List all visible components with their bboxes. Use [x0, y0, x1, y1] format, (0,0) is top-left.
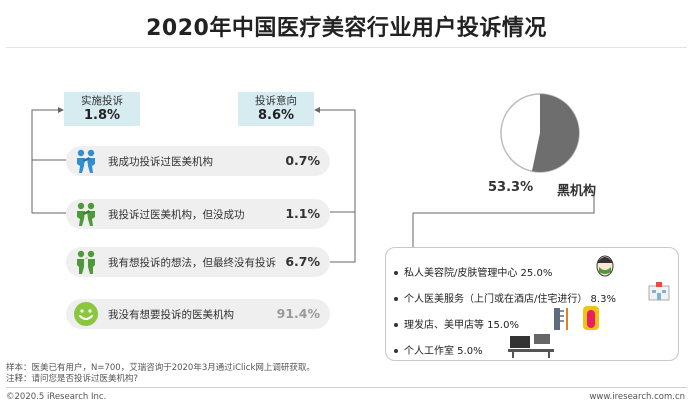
fighting-people-green-icon — [77, 202, 95, 226]
arguing-people-green-icon — [77, 250, 95, 274]
black-institution-breakdown-panel: 私人美容院/皮肤管理中心 25.0% 个人医美服务（上门或在酒店/住宅进行） 8… — [385, 247, 679, 361]
bullet-dot — [394, 323, 398, 327]
pie-value: 53.3% — [488, 180, 534, 195]
bullet-dot — [394, 271, 398, 275]
row-value: 91.4% — [276, 306, 320, 321]
intention-label: 投诉意向 — [255, 95, 297, 107]
bullet-dot — [394, 297, 398, 301]
title-divider — [6, 47, 687, 48]
studio-desk-icon — [508, 334, 554, 358]
clinic-building-icon — [648, 282, 670, 301]
row-failed-complaint: 我投诉过医美机构，但没成功 1.1% — [66, 199, 330, 229]
footnote-sample: 样本：医美已有用户，N=700，艾瑞咨询于2020年3月通过iClick网上调研… — [6, 363, 315, 373]
implemented-value: 1.8% — [83, 108, 121, 123]
intention-value: 8.6% — [257, 108, 295, 123]
breakdown-text: 个人医美服务（上门或在酒店/住宅进行） 8.3% — [404, 294, 616, 305]
breakdown-text: 理发店、美甲店等 15.0% — [404, 320, 519, 331]
footnote-remark: 注释：请问您是否投诉过医美机构? — [6, 374, 139, 384]
row-label: 我成功投诉过医美机构 — [108, 156, 213, 168]
implemented-label: 实施投诉 — [81, 95, 123, 107]
intention-complaint-box: 投诉意向 8.6% — [238, 92, 314, 126]
row-label: 我有想投诉的想法，但最终没有投诉 — [108, 257, 276, 269]
copyright: ©2020.5 iResearch Inc. — [6, 392, 107, 402]
footer-divider — [6, 387, 687, 388]
row-no-complaint: 我没有想要投诉的医美机构 91.4% — [66, 299, 330, 329]
bullet-dot — [394, 349, 398, 353]
smiley-face-icon — [74, 302, 98, 326]
row-intended-complaint: 我有想投诉的想法，但最终没有投诉 6.7% — [66, 247, 330, 277]
face-mask-beauty-icon — [596, 255, 614, 277]
breakdown-item-studio: 个人工作室 5.0% — [394, 342, 483, 357]
row-value: 6.7% — [285, 254, 320, 269]
breakdown-text: 私人美容院/皮肤管理中心 25.0% — [404, 268, 553, 279]
row-value: 1.1% — [285, 206, 320, 221]
site-url: www.iresearch.com.cn — [589, 392, 685, 402]
pie-slice-black-institution — [531, 93, 580, 172]
row-successful-complaint: 我成功投诉过医美机构 0.7% — [66, 146, 330, 176]
breakdown-item-beauty-salon: 私人美容院/皮肤管理中心 25.0% — [394, 264, 552, 279]
breakdown-item-personal-service: 个人医美服务（上门或在酒店/住宅进行） 8.3% — [394, 290, 616, 305]
row-value: 0.7% — [285, 153, 320, 168]
breakdown-item-barber-nail: 理发店、美甲店等 15.0% — [394, 316, 519, 331]
page-title: 2020年中国医疗美容行业用户投诉情况 — [146, 16, 547, 41]
breakdown-text: 个人工作室 5.0% — [404, 346, 483, 357]
pie-label: 黑机构 — [557, 184, 597, 199]
row-label: 我投诉过医美机构，但没成功 — [108, 209, 245, 221]
implemented-complaint-box: 实施投诉 1.8% — [64, 92, 140, 126]
fighting-people-blue-icon — [77, 149, 95, 173]
nail-polish-icon — [583, 306, 599, 330]
row-label: 我没有想要投诉的医美机构 — [108, 309, 234, 321]
scissors-comb-icon — [554, 308, 568, 330]
black-institution-pie — [500, 93, 580, 173]
